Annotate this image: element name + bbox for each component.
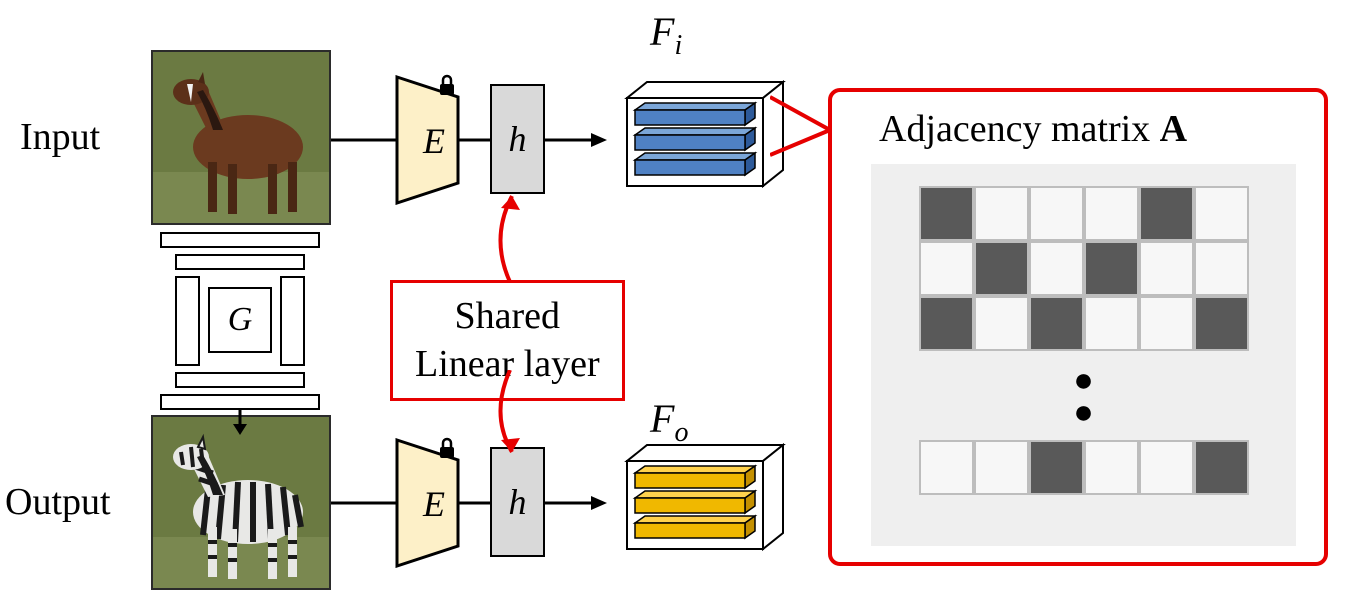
adj-cell — [919, 186, 974, 241]
feature-map-output — [605, 443, 795, 563]
adjacency-matrix-container: Adjacency matrix A ●● — [828, 88, 1328, 566]
connector-line — [458, 498, 494, 508]
h-label: h — [509, 481, 527, 523]
arrow — [545, 130, 607, 150]
adj-cell — [919, 241, 974, 296]
output-image-zebra — [151, 415, 331, 590]
adj-cell — [1139, 440, 1194, 495]
adj-cell — [974, 296, 1029, 351]
adj-row — [919, 186, 1249, 241]
encoder-bottom: E — [395, 438, 460, 568]
encoder-top: E — [395, 75, 460, 205]
generator-label: G — [228, 301, 253, 339]
input-label: Input — [20, 115, 100, 159]
adjacency-grid: ●● — [871, 164, 1296, 546]
adj-cell — [1139, 241, 1194, 296]
adj-row — [919, 440, 1249, 495]
linear-layer-bottom: h — [490, 447, 545, 557]
linear-layer-top: h — [490, 84, 545, 194]
feature-output-label: Fo — [650, 395, 688, 449]
lock-icon — [436, 436, 458, 460]
svg-text:E: E — [422, 484, 445, 524]
adj-row — [919, 241, 1249, 296]
adj-cell — [1029, 440, 1084, 495]
adj-row — [919, 296, 1249, 351]
adjacency-title: Adjacency matrix A — [879, 107, 1187, 151]
output-label: Output — [5, 480, 111, 524]
adj-cell — [1194, 296, 1249, 351]
adj-cell — [919, 440, 974, 495]
adj-cell — [1084, 440, 1139, 495]
adj-cell — [1194, 440, 1249, 495]
adj-cell — [974, 241, 1029, 296]
adj-cell — [974, 440, 1029, 495]
arrow — [545, 493, 607, 513]
adj-cell — [1139, 186, 1194, 241]
ellipsis-dots: ●● — [891, 365, 1276, 430]
connector-line — [331, 498, 399, 508]
adj-cell — [919, 296, 974, 351]
adj-cell — [1029, 186, 1084, 241]
connector-line — [331, 135, 399, 145]
feature-input-label: Fi — [650, 8, 682, 62]
adj-cell — [1084, 186, 1139, 241]
shared-label-line1: Shared — [415, 293, 600, 341]
adj-cell — [1029, 296, 1084, 351]
adj-cell — [1194, 186, 1249, 241]
feature-map-input — [605, 80, 795, 200]
adj-cell — [1084, 296, 1139, 351]
adj-cell — [1029, 241, 1084, 296]
input-image-horse — [151, 50, 331, 225]
connector-line — [458, 135, 494, 145]
lock-icon — [436, 73, 458, 97]
h-label: h — [509, 118, 527, 160]
adj-cell — [1139, 296, 1194, 351]
svg-text:E: E — [422, 121, 445, 161]
adj-cell — [1084, 241, 1139, 296]
shared-label-line2: Linear layer — [415, 341, 600, 389]
adj-cell — [1194, 241, 1249, 296]
generator-block: G — [160, 232, 320, 412]
adj-cell — [974, 186, 1029, 241]
diagram-canvas: Input Output — [0, 0, 1350, 609]
shared-linear-layer-box: Shared Linear layer — [390, 280, 625, 401]
